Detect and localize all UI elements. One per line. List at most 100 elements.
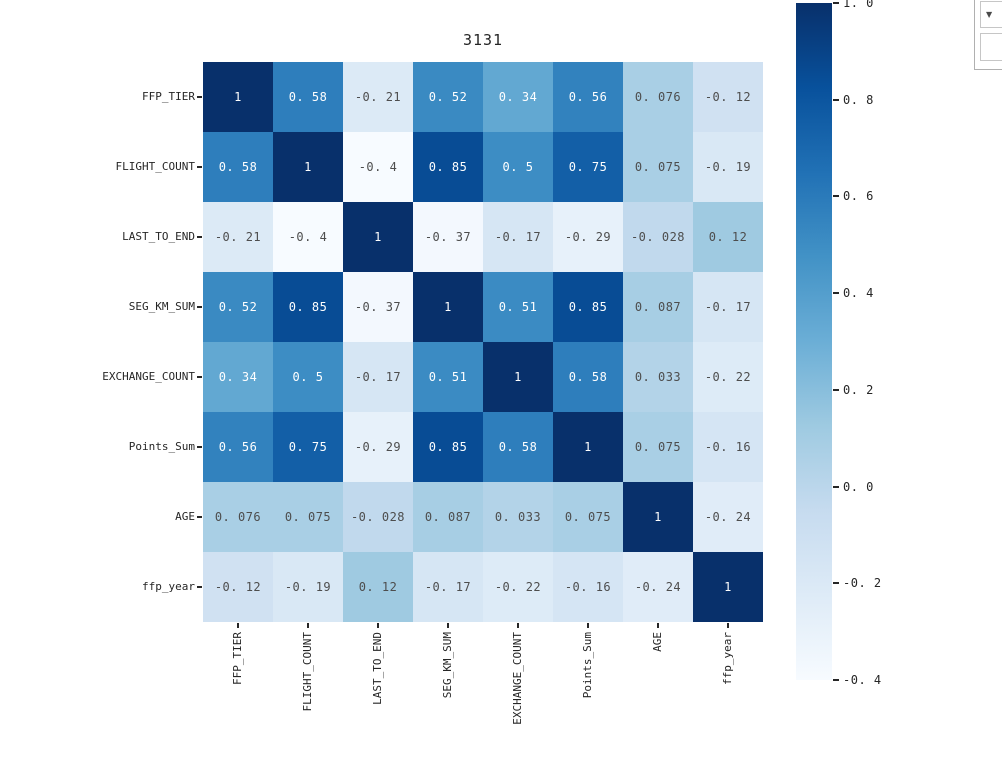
colorbar-tick-label: 0. 4 bbox=[843, 286, 874, 301]
x-axis-label: FFP_TIER bbox=[231, 632, 244, 685]
heatmap-cell: 0. 033 bbox=[483, 482, 553, 552]
y-axis-label: Points_Sum bbox=[128, 440, 195, 453]
y-axis-label: LAST_TO_END bbox=[122, 230, 195, 243]
x-axis-label: SEG_KM_SUM bbox=[441, 632, 454, 699]
y-tick-mark bbox=[197, 96, 202, 98]
heatmap-cell: -0. 22 bbox=[483, 552, 553, 622]
x-tick-mark bbox=[377, 623, 379, 628]
colorbar bbox=[796, 3, 832, 680]
heatmap-cell: -0. 17 bbox=[343, 342, 413, 412]
heatmap-cell: 0. 58 bbox=[203, 132, 273, 202]
heatmap-cell: 0. 85 bbox=[553, 272, 623, 342]
x-axis-label: EXCHANGE_COUNT bbox=[511, 632, 524, 725]
y-axis-label: SEG_KM_SUM bbox=[128, 300, 195, 313]
colorbar-tick-mark bbox=[833, 679, 839, 681]
heatmap-cell: -0. 17 bbox=[413, 552, 483, 622]
heatmap-cell: -0. 21 bbox=[343, 62, 413, 132]
x-tick-mark bbox=[517, 623, 519, 628]
heatmap-cell: -0. 12 bbox=[693, 62, 763, 132]
heatmap-cell: 0. 087 bbox=[413, 482, 483, 552]
heatmap-cell: -0. 19 bbox=[693, 132, 763, 202]
colorbar-tick-label: 0. 0 bbox=[843, 479, 874, 494]
x-tick-mark bbox=[237, 623, 239, 628]
heatmap-cell: 0. 58 bbox=[273, 62, 343, 132]
y-tick-mark bbox=[197, 586, 202, 588]
heatmap-cell: 0. 075 bbox=[623, 412, 693, 482]
heatmap-cell: 0. 033 bbox=[623, 342, 693, 412]
colorbar-tick-mark bbox=[833, 292, 839, 295]
chart-title: 3131 bbox=[462, 31, 504, 49]
colorbar-tick-mark bbox=[833, 388, 839, 391]
x-axis-label: LAST_TO_END bbox=[371, 632, 384, 705]
colorbar-tick-mark bbox=[833, 485, 839, 488]
heatmap-cell: 0. 12 bbox=[693, 202, 763, 272]
colorbar-tick-mark bbox=[833, 2, 839, 4]
colorbar-tick-label: -0. 4 bbox=[843, 673, 882, 687]
heatmap-cell: -0. 17 bbox=[693, 272, 763, 342]
heatmap-cell: -0. 24 bbox=[693, 482, 763, 552]
heatmap-cell: 0. 5 bbox=[483, 132, 553, 202]
output-options-dropdown-button[interactable]: ▼ bbox=[980, 1, 1002, 28]
y-tick-mark bbox=[197, 306, 202, 308]
colorbar-tick-mark bbox=[833, 98, 839, 101]
colorbar-tick-label: 1. 0 bbox=[843, 0, 874, 10]
y-axis-label: AGE bbox=[175, 510, 195, 523]
colorbar-tick-mark bbox=[833, 582, 839, 585]
heatmap-cell: 0. 52 bbox=[413, 62, 483, 132]
y-axis-label: FLIGHT_COUNT bbox=[115, 160, 195, 173]
heatmap-grid: 1 0. 58 -0. 21 0. 52 0. 34 0. 56 0. 076 -0. 12 0… bbox=[203, 62, 763, 622]
x-axis-label: ffp_year bbox=[721, 632, 734, 685]
heatmap-cell: 0. 75 bbox=[273, 412, 343, 482]
x-tick-mark bbox=[307, 623, 309, 628]
y-tick-mark bbox=[197, 236, 202, 238]
heatmap-cell: -0. 29 bbox=[553, 202, 623, 272]
y-tick-mark bbox=[197, 516, 202, 518]
heatmap-cell: 0. 56 bbox=[203, 412, 273, 482]
heatmap-cell: -0. 16 bbox=[553, 552, 623, 622]
heatmap-cell: 0. 85 bbox=[413, 412, 483, 482]
heatmap-cell: -0. 4 bbox=[273, 202, 343, 272]
heatmap-cell: -0. 21 bbox=[203, 202, 273, 272]
x-axis-label: Points_Sum bbox=[581, 632, 594, 699]
heatmap-cell: 0. 075 bbox=[553, 482, 623, 552]
x-tick-mark bbox=[727, 623, 729, 628]
heatmap-cell: -0. 16 bbox=[693, 412, 763, 482]
heatmap-cell: 1 bbox=[273, 132, 343, 202]
output-secondary-button[interactable] bbox=[980, 33, 1002, 61]
y-tick-mark bbox=[197, 446, 202, 448]
heatmap-cell: -0. 24 bbox=[623, 552, 693, 622]
heatmap-cell: 0. 85 bbox=[413, 132, 483, 202]
y-axis-label: ffp_year bbox=[142, 580, 195, 593]
y-axis-label: EXCHANGE_COUNT bbox=[102, 370, 195, 383]
colorbar-tick-mark bbox=[833, 195, 839, 198]
caret-down-icon: ▼ bbox=[986, 9, 993, 19]
heatmap-cell: 0. 075 bbox=[273, 482, 343, 552]
heatmap-cell: 0. 076 bbox=[623, 62, 693, 132]
heatmap-cell: 0. 34 bbox=[203, 342, 273, 412]
heatmap-cell: -0. 22 bbox=[693, 342, 763, 412]
heatmap-cell: 1 bbox=[483, 342, 553, 412]
heatmap-cell: 0. 076 bbox=[203, 482, 273, 552]
heatmap-cell: 1 bbox=[623, 482, 693, 552]
heatmap-cell: -0. 17 bbox=[483, 202, 553, 272]
colorbar-tick-label: 0. 6 bbox=[843, 189, 874, 204]
x-axis-label: FLIGHT_COUNT bbox=[301, 632, 314, 712]
heatmap-cell: 1 bbox=[203, 62, 273, 132]
colorbar-tick-label: 0. 2 bbox=[843, 382, 874, 397]
x-tick-mark bbox=[447, 623, 449, 628]
x-tick-mark bbox=[587, 623, 589, 628]
x-axis-label: AGE bbox=[651, 632, 664, 652]
heatmap-cell: 0. 5 bbox=[273, 342, 343, 412]
heatmap-cell: 1 bbox=[553, 412, 623, 482]
heatmap-cell: -0. 12 bbox=[203, 552, 273, 622]
heatmap-cell: -0. 4 bbox=[343, 132, 413, 202]
heatmap-cell: 0. 58 bbox=[483, 412, 553, 482]
heatmap-cell: 0. 51 bbox=[413, 342, 483, 412]
heatmap-cell: -0. 19 bbox=[273, 552, 343, 622]
heatmap-cell: 1 bbox=[693, 552, 763, 622]
heatmap-cell: 1 bbox=[413, 272, 483, 342]
heatmap-cell: 0. 52 bbox=[203, 272, 273, 342]
y-tick-mark bbox=[197, 376, 202, 378]
heatmap-cell: 0. 087 bbox=[623, 272, 693, 342]
